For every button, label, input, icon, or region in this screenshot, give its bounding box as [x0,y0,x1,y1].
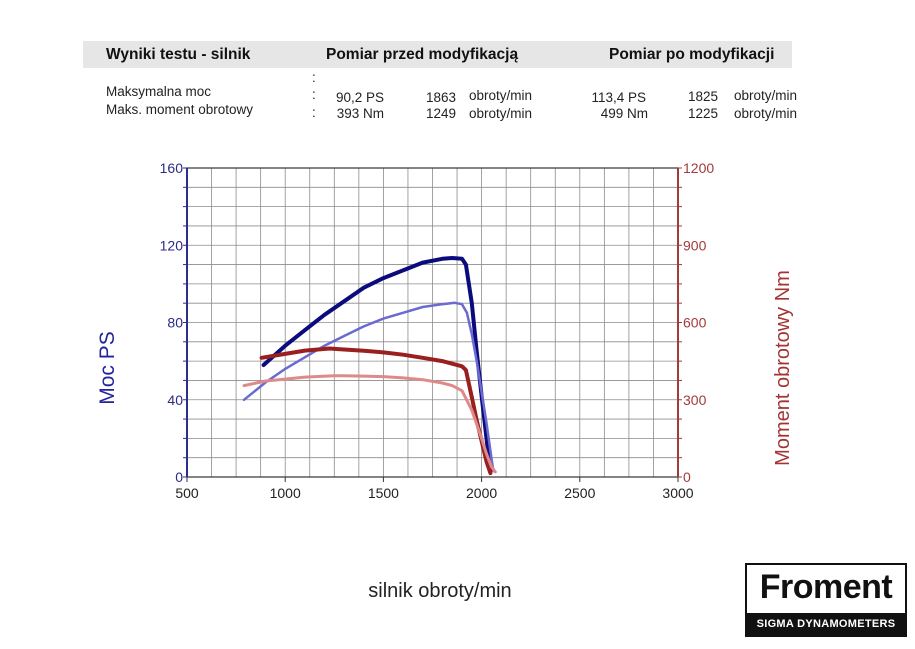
y-tick-label-right: 300 [683,392,707,408]
x-axis-title: silnik obroty/min [368,580,511,602]
max-torque-before-rpm: 1249 [425,106,456,121]
chart-grid [187,168,678,477]
y-tick-label-left: 0 [175,469,183,485]
colon-separator: : [312,105,316,120]
max-power-label: Maksymalna moc [106,84,212,99]
logo-brand-name: Froment [759,568,893,606]
max-torque-after-rpm: 1225 [687,106,718,121]
y-tick-label-left: 120 [160,237,184,253]
y-tick-label-right: 0 [683,469,691,485]
x-tick-label: 2000 [466,485,497,501]
series-torque-after [259,346,493,476]
max-torque-after-value: 499 Nm [600,106,648,121]
test-results-title: Wyniki testu - silnik [106,46,251,63]
colon-separator: : [312,87,316,102]
x-tick-label: 1000 [270,485,301,501]
x-tick-label: 3000 [662,485,693,501]
results-header-bar: Wyniki testu - silnik Pomiar przed modyf… [83,41,792,68]
max-power-after-rpm: 1825 [687,89,718,104]
y-tick-label-right: 1200 [683,160,714,176]
y-tick-label-right: 900 [683,237,707,253]
froment-logo: Froment SIGMA DYNAMOMETERS [745,563,907,637]
max-power-before-value: 90,2 PS [335,90,384,105]
colon-separator: : [312,70,316,85]
logo-subtitle: SIGMA DYNAMOMETERS [747,613,905,635]
x-tick-label: 1500 [368,485,399,501]
max-power-before-unit: obroty/min [469,88,533,103]
series-torque-before [242,374,497,474]
max-torque-before-value: 393 Nm [336,106,384,121]
max-power-before-rpm: 1863 [425,90,456,105]
y-axis-title-right: Moment obrotowy Nm [772,270,794,466]
y-tick-label-left: 160 [160,160,184,176]
ticks-layer: 500 1000 1500 2000 2500 300004080120160030060… [160,160,715,501]
x-tick-label: 500 [175,485,199,501]
max-power-after-unit: obroty/min [734,88,798,103]
y-tick-label-right: 600 [683,315,707,331]
max-torque-before-unit: obroty/min [469,106,533,121]
x-tick-label: 2500 [564,485,595,501]
y-tick-label-left: 40 [167,392,183,408]
max-power-after-value: 113,4 PS [591,90,646,105]
max-torque-label: Maks. moment obrotowy [106,102,254,117]
max-torque-after-unit: obroty/min [734,106,798,121]
after-modification-title: Pomiar po modyfikacji [609,46,775,63]
series-layer [242,256,497,476]
y-tick-label-left: 80 [167,315,183,331]
y-axis-title-left: Moc PS [96,331,119,405]
before-modification-title: Pomiar przed modyfikacją [326,46,519,63]
series-power-before [242,301,495,473]
